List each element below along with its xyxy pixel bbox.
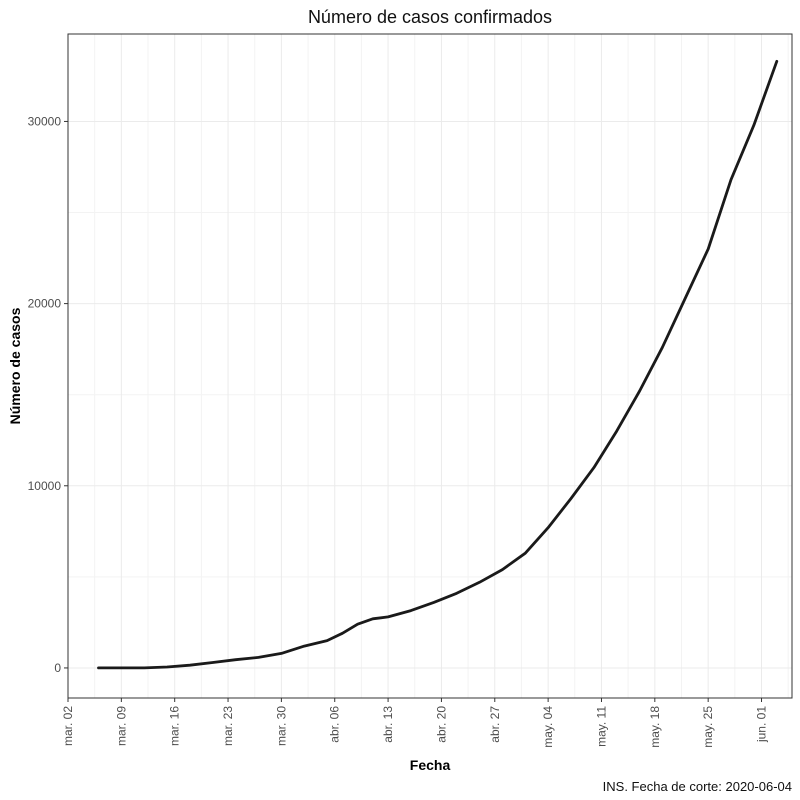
x-tick-label: may. 11 xyxy=(594,706,608,747)
x-tick-label: may. 25 xyxy=(701,706,715,748)
x-axis-title: Fecha xyxy=(410,757,451,773)
y-tick-label: 10000 xyxy=(28,479,62,493)
minor-gridlines xyxy=(68,34,792,698)
y-tick-label: 30000 xyxy=(28,114,62,128)
y-tick-labels: 0 10000 20000 30000 xyxy=(28,114,62,675)
plot-border xyxy=(67,33,793,699)
x-tick-label: abr. 27 xyxy=(488,706,502,743)
caption: INS. Fecha de corte: 2020-06-04 xyxy=(603,779,792,794)
x-tick-label: may. 18 xyxy=(648,706,662,748)
x-tick-label: mar. 09 xyxy=(114,706,128,746)
x-tick-label: abr. 13 xyxy=(381,706,395,743)
plot-background xyxy=(68,34,792,698)
y-tick-label: 0 xyxy=(54,661,61,675)
x-tick-label: may. 04 xyxy=(541,706,555,748)
series-line xyxy=(97,59,779,670)
x-tick-labels: mar. 02 mar. 09 mar. 16 mar. 23 mar. 30 abr. … xyxy=(61,706,769,748)
x-tick-label: mar. 16 xyxy=(168,706,182,746)
chart-title: Número de casos confirmados xyxy=(308,7,552,27)
x-tick-label: mar. 23 xyxy=(221,706,235,746)
x-tick-label: abr. 06 xyxy=(328,706,342,743)
x-tick-label: mar. 02 xyxy=(61,706,75,746)
y-tick-label: 20000 xyxy=(28,297,62,311)
x-tick-label: abr. 20 xyxy=(434,706,448,743)
x-tick-label: jun. 01 xyxy=(755,706,769,743)
x-tick-label: mar. 30 xyxy=(274,706,288,746)
y-axis-title: Número de casos xyxy=(7,307,23,424)
axis-ticks xyxy=(64,120,763,702)
